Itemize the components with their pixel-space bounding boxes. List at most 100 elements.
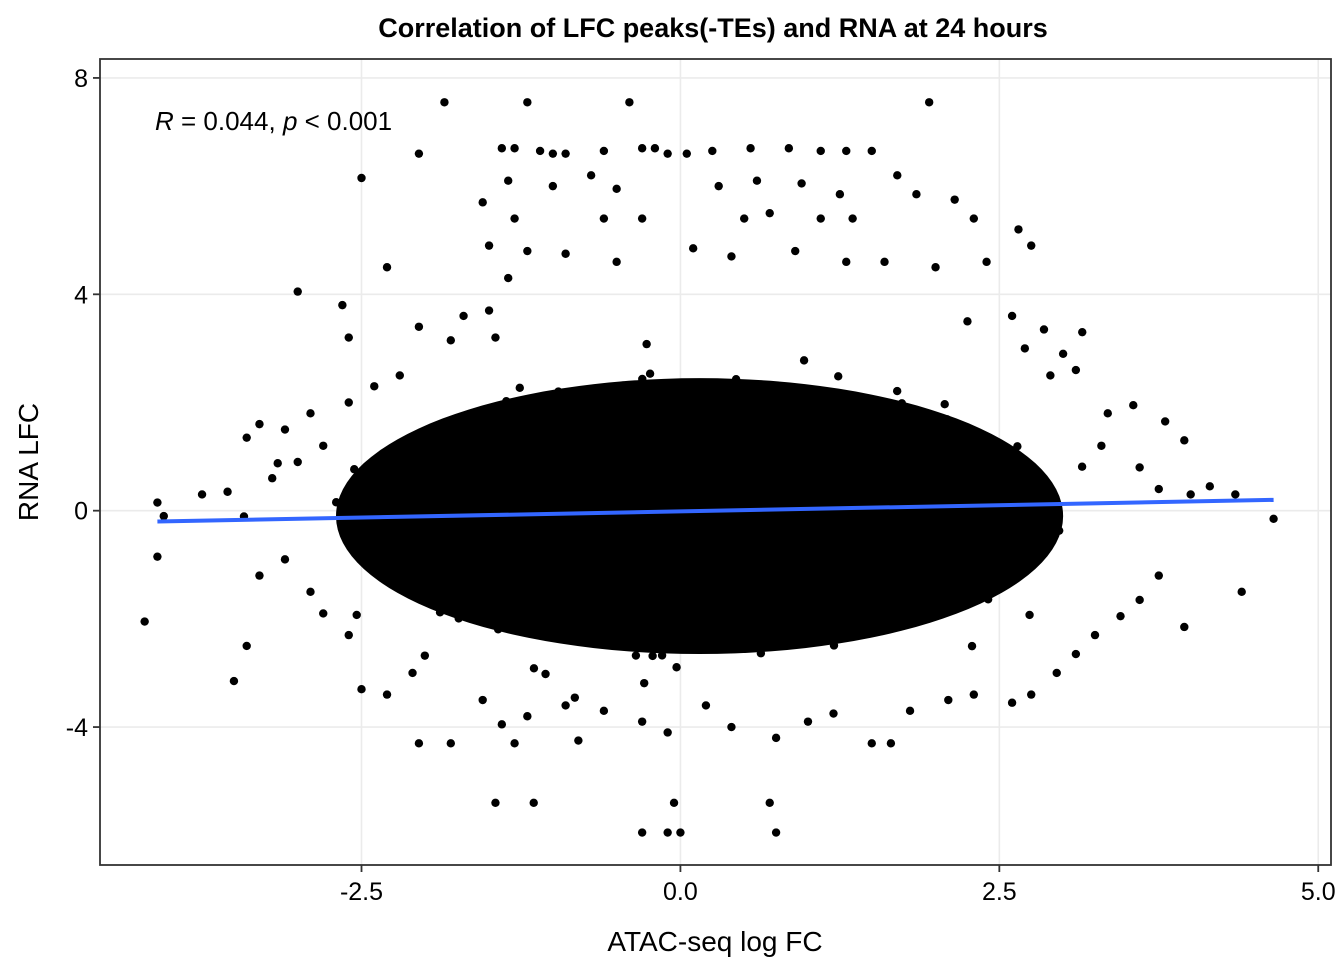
data-point	[586, 171, 596, 180]
data-point	[578, 625, 588, 635]
data-point	[610, 397, 619, 407]
data-point	[523, 246, 532, 256]
data-point	[1028, 522, 1038, 531]
data-point	[502, 397, 511, 406]
data-point	[829, 641, 839, 650]
data-point	[504, 273, 513, 283]
data-point	[319, 609, 328, 618]
data-point	[414, 739, 424, 748]
data-point	[306, 587, 315, 597]
data-point	[639, 678, 649, 688]
data-point	[797, 396, 806, 406]
data-point	[153, 498, 162, 507]
data-point	[414, 322, 424, 331]
data-point	[571, 625, 580, 635]
data-point	[1039, 325, 1049, 334]
data-point	[1154, 571, 1163, 580]
data-point	[431, 561, 441, 570]
data-point	[1097, 441, 1106, 450]
data-point	[663, 149, 672, 158]
data-point	[1020, 344, 1030, 353]
data-point	[599, 146, 609, 156]
trend-line	[157, 497, 1274, 524]
data-point	[497, 720, 507, 729]
data-point	[765, 208, 774, 218]
data-point	[1052, 668, 1061, 678]
data-point	[229, 676, 239, 686]
data-point	[708, 146, 717, 156]
data-point	[962, 462, 972, 471]
data-point	[942, 415, 952, 424]
data-point	[331, 498, 341, 507]
data-point	[666, 385, 676, 394]
data-point	[459, 311, 468, 321]
data-point	[637, 717, 647, 726]
data-point	[893, 171, 902, 180]
data-point	[548, 181, 558, 191]
data-point	[1046, 371, 1055, 380]
data-point	[548, 149, 558, 158]
data-point	[663, 728, 672, 737]
correlation-annotation: R = 0.044, p < 0.001	[155, 106, 392, 136]
data-point	[955, 562, 964, 571]
data-point	[688, 244, 698, 253]
data-point	[793, 387, 802, 397]
data-point	[701, 701, 711, 710]
data-point	[727, 252, 736, 261]
data-point	[395, 371, 404, 380]
data-point	[638, 374, 647, 384]
data-point	[440, 98, 449, 107]
y-tick-label: -4	[66, 714, 88, 742]
data-point	[255, 419, 264, 429]
data-point	[1160, 417, 1170, 426]
data-point	[451, 450, 460, 459]
data-point	[319, 441, 328, 450]
data-point	[446, 336, 456, 345]
data-point	[352, 610, 361, 620]
data-point	[446, 739, 456, 748]
data-point	[875, 605, 884, 615]
data-point	[405, 530, 415, 539]
x-tick-label: 5.0	[1301, 878, 1336, 906]
data-point	[478, 198, 487, 207]
data-point	[599, 214, 609, 223]
data-point	[963, 317, 972, 326]
data-point	[599, 706, 609, 716]
data-point	[585, 623, 594, 633]
data-point	[435, 608, 445, 617]
data-point	[791, 246, 800, 256]
data-point	[714, 181, 723, 191]
data-point	[491, 798, 500, 807]
data-point	[618, 381, 628, 390]
data-point	[894, 592, 903, 602]
data-point	[1027, 690, 1036, 699]
data-point	[637, 144, 647, 153]
data-point	[804, 619, 814, 628]
r-symbol: R	[155, 106, 174, 136]
data-point	[889, 413, 898, 422]
data-point	[810, 393, 819, 403]
data-point	[657, 651, 667, 660]
data-point	[510, 739, 519, 748]
data-point	[197, 490, 207, 499]
data-point	[426, 569, 435, 578]
data-point	[623, 630, 632, 639]
data-point	[666, 628, 675, 637]
data-point	[987, 470, 996, 480]
data-point	[1103, 409, 1112, 418]
data-point	[1054, 526, 1064, 535]
data-point	[1090, 630, 1100, 640]
data-point	[834, 372, 843, 381]
x-axis: -2.5 0.0 2.5 5.0	[340, 865, 1336, 906]
data-point	[672, 663, 681, 672]
p-value: < 0.001	[297, 106, 392, 136]
data-point	[306, 409, 315, 418]
data-point	[382, 263, 392, 272]
data-point	[653, 625, 662, 634]
data-point	[400, 566, 409, 575]
data-point	[561, 701, 570, 710]
data-point	[740, 641, 750, 651]
data-point	[676, 828, 685, 837]
data-point	[357, 173, 366, 183]
